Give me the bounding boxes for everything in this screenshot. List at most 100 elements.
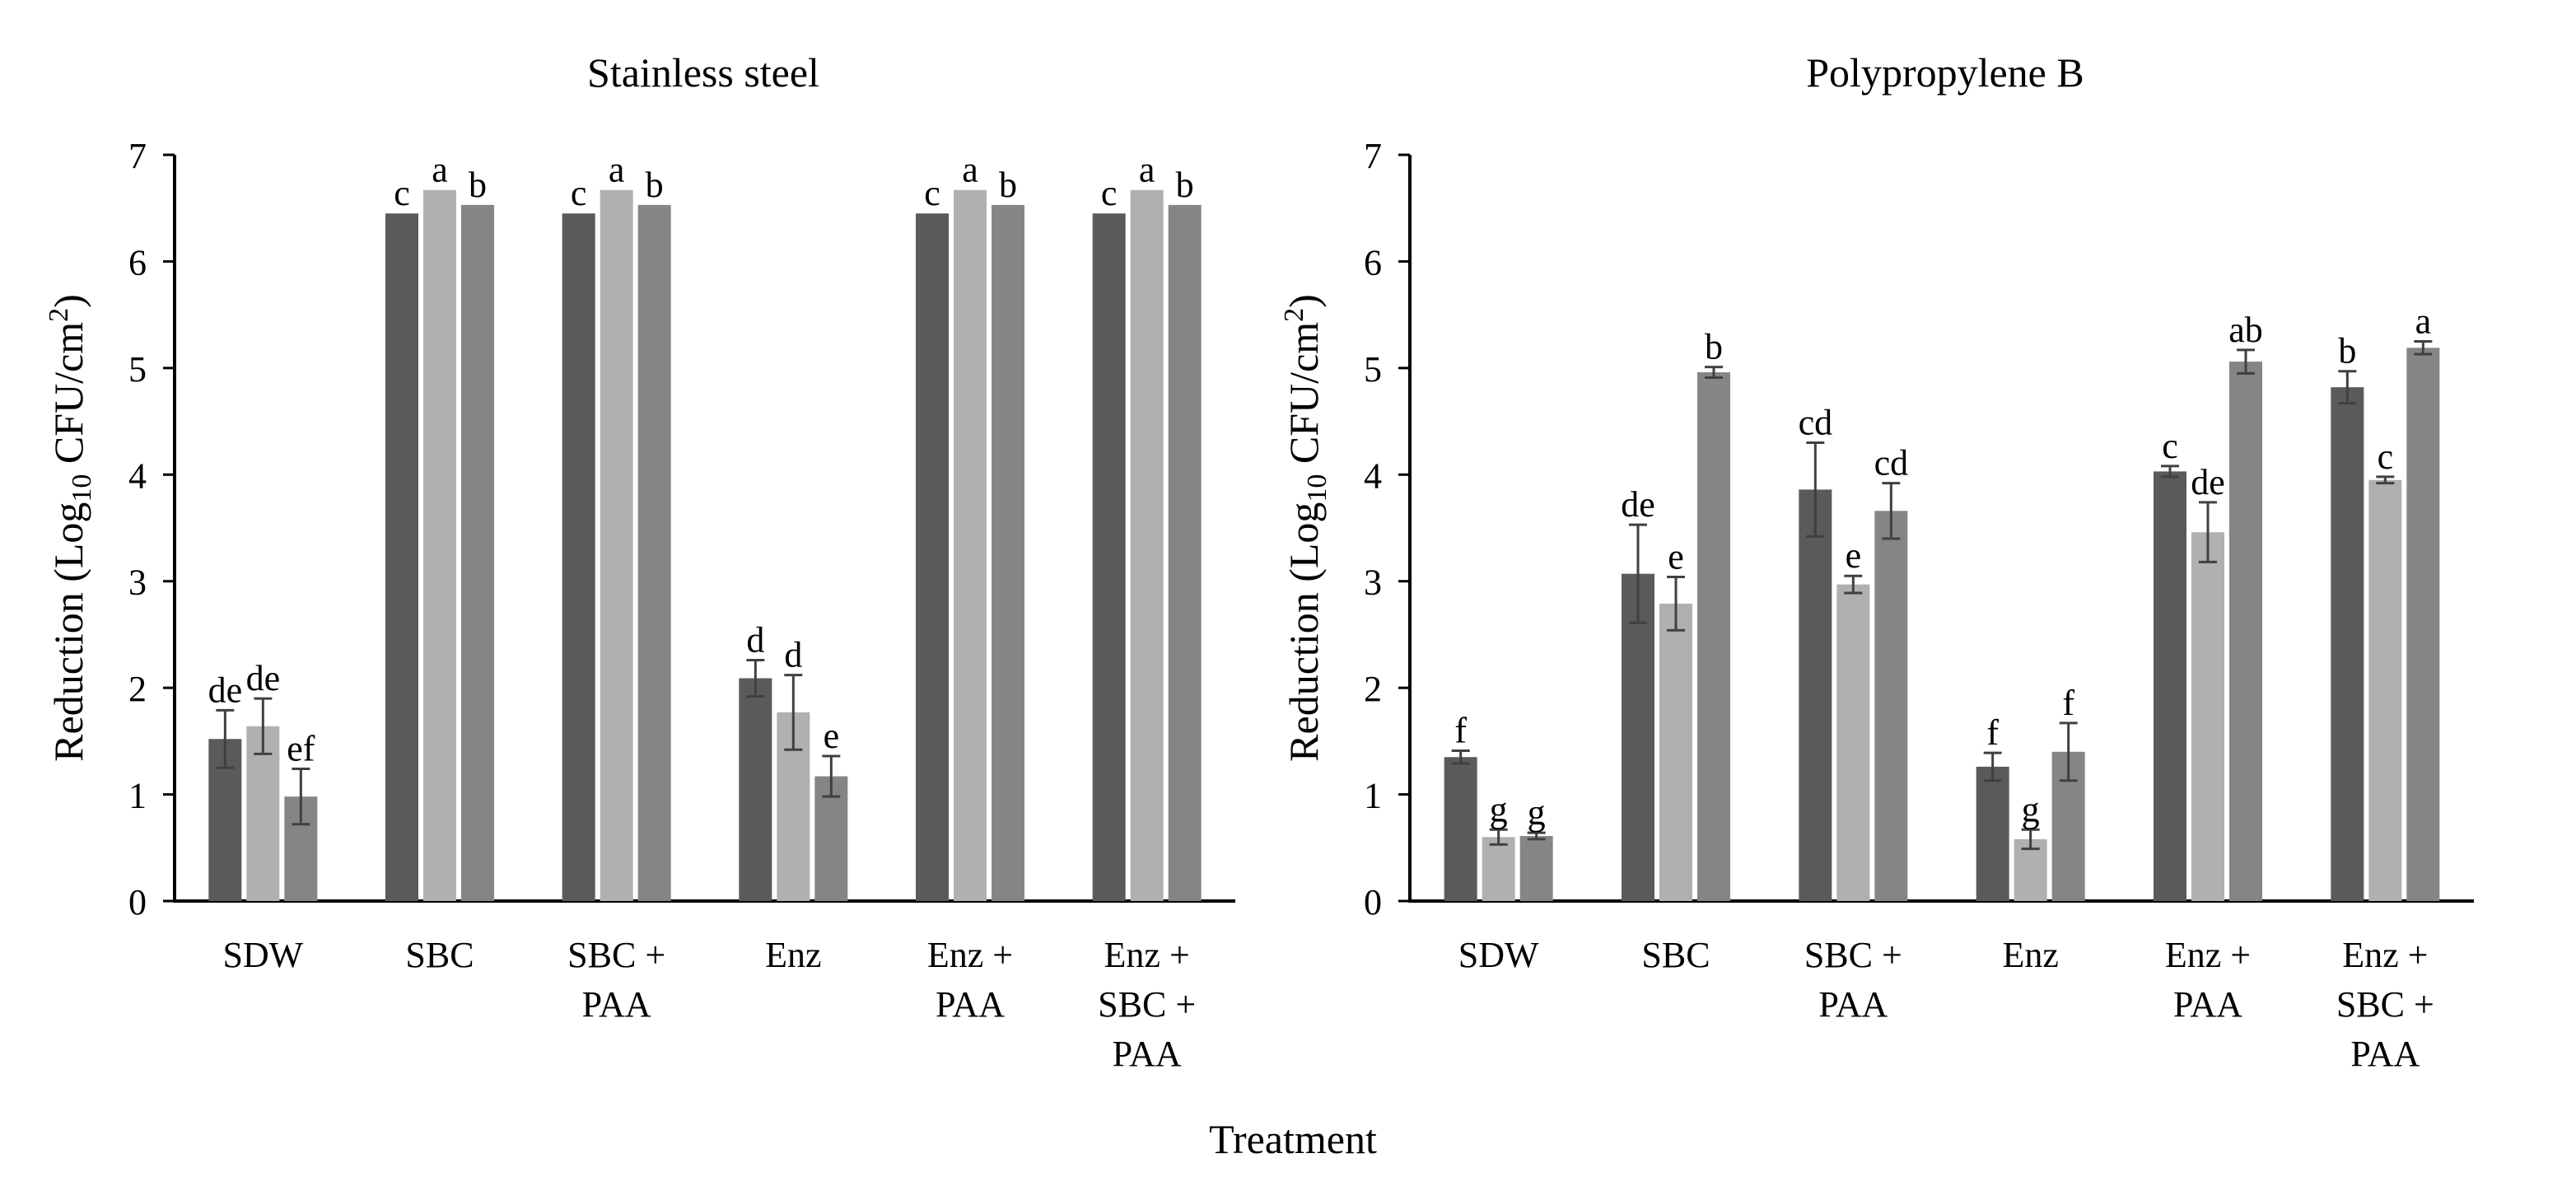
bar (1130, 189, 1164, 901)
x-tick-label: Enz + (927, 935, 1013, 975)
y-tick-label: 1 (1364, 776, 1382, 816)
bar (246, 726, 280, 901)
significance-letter: a (962, 150, 978, 190)
significance-letter: g (1490, 789, 1508, 829)
x-axis-label: Treatment (1209, 1116, 1377, 1162)
x-tick-label: Enz (2002, 935, 2058, 975)
significance-letter: ab (2228, 310, 2263, 350)
significance-letter: c (571, 173, 587, 213)
y-tick-label: 5 (128, 349, 147, 390)
y-axis-label: Reduction (Log10 CFU/cm2) (1279, 294, 1332, 762)
x-tick-label: Enz (765, 935, 821, 975)
significance-letter: a (432, 150, 448, 190)
bar (1976, 766, 2009, 901)
x-tick-label: PAA (1113, 1034, 1182, 1074)
significance-letter: ef (287, 729, 315, 769)
y-tick-label: 7 (1364, 136, 1382, 176)
x-tick-label: SBC + (567, 935, 665, 975)
y-tick-label: 6 (128, 242, 147, 282)
y-tick-label: 5 (1364, 349, 1382, 390)
x-tick-label: SBC + (1098, 984, 1196, 1025)
significance-letter: de (246, 658, 281, 698)
bar (1697, 372, 1730, 901)
x-tick-label: SDW (222, 935, 303, 975)
bar (385, 213, 418, 902)
y-tick-label: 2 (1364, 669, 1382, 709)
significance-letter: c (2378, 437, 2394, 477)
significance-letter: b (1176, 165, 1194, 205)
y-tick-label: 3 (128, 563, 147, 603)
bar (1799, 489, 1832, 901)
y-tick-label: 7 (128, 136, 147, 176)
significance-letter: de (2191, 462, 2225, 502)
y-tick-label: 0 (128, 882, 147, 922)
significance-letter: b (999, 165, 1017, 205)
significance-letter: cd (1874, 443, 1909, 483)
chart-title: Stainless steel (587, 49, 819, 96)
significance-letter: b (2338, 331, 2356, 371)
x-tick-label: SBC + (1804, 935, 1902, 975)
y-tick-label: 2 (128, 669, 147, 709)
x-tick-label: SBC (1641, 935, 1710, 975)
chart-panel-1: Stainless steel Reduction (Log10 CFU/cm2)… (44, 49, 1235, 1074)
bar (2229, 362, 2262, 901)
bar (1168, 204, 1202, 901)
significance-letter: b (469, 165, 487, 205)
significance-letter: d (784, 635, 802, 675)
y-tick-label: 4 (128, 455, 147, 496)
bar (637, 204, 671, 901)
x-tick-label: Enz + (2165, 935, 2251, 975)
y-tick-label: 1 (128, 776, 147, 816)
significance-letter: e (1846, 535, 1862, 576)
bar (2368, 479, 2402, 901)
significance-letter: f (2062, 683, 2074, 723)
significance-letter: g (2022, 789, 2040, 829)
bar (2154, 471, 2186, 901)
x-tick-label: Enz + (2342, 935, 2428, 975)
bar (562, 213, 595, 902)
significance-letter: b (646, 165, 664, 205)
significance-letter: c (924, 173, 940, 213)
bar (2191, 532, 2224, 901)
bar (992, 204, 1024, 901)
x-tick-label: PAA (1818, 984, 1888, 1025)
x-tick-label: SDW (1458, 935, 1539, 975)
significance-letter: c (2162, 426, 2178, 466)
x-tick-label: PAA (936, 984, 1005, 1025)
y-tick-label: 3 (1364, 563, 1382, 603)
bar (461, 204, 494, 901)
significance-letter: c (394, 173, 410, 213)
significance-letter: e (824, 716, 840, 756)
bar (2406, 348, 2440, 901)
significance-letter: d (746, 619, 764, 660)
significance-letter: a (2415, 301, 2432, 342)
bar (2331, 387, 2364, 901)
bar (1622, 573, 1654, 901)
bar (1444, 757, 1477, 901)
bar (1874, 511, 1908, 901)
x-tick-label: SBC + (2336, 984, 2434, 1025)
y-axis-label: Reduction (Log10 CFU/cm2) (44, 294, 97, 762)
y-tick-label: 6 (1364, 242, 1382, 282)
significance-letter: de (208, 670, 243, 710)
bar (954, 189, 987, 901)
significance-letter: g (1528, 792, 1546, 833)
bar (1836, 584, 1870, 901)
significance-letter: f (1454, 711, 1467, 751)
significance-letter: cd (1799, 402, 1833, 442)
bar (423, 189, 456, 901)
significance-letter: de (1621, 484, 1655, 525)
bar (1482, 837, 1515, 901)
bar (1519, 836, 1553, 901)
x-tick-label: PAA (2350, 1034, 2420, 1074)
significance-letter: a (609, 150, 625, 190)
x-tick-label: PAA (582, 984, 651, 1025)
x-tick-label: SBC (405, 935, 474, 975)
bar (916, 213, 949, 902)
significance-letter: b (1705, 327, 1723, 367)
bar (1092, 213, 1126, 902)
significance-letter: a (1139, 150, 1155, 190)
significance-letter: c (1101, 173, 1118, 213)
bar (739, 678, 772, 901)
